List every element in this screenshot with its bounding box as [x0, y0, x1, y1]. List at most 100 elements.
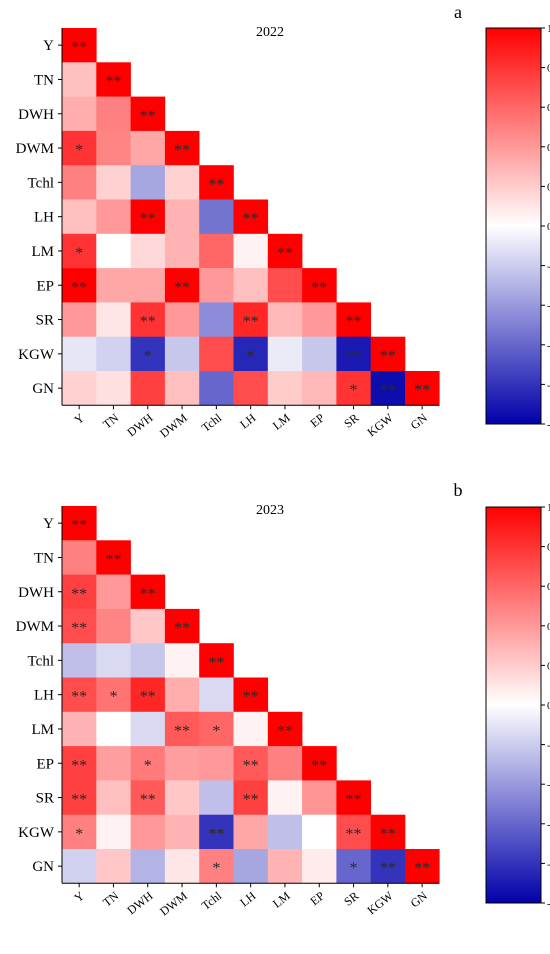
- heatmap-cell-LM-LM: [267, 711, 303, 747]
- panel-a-row-labels: Y TN DWH DWM Tchl LH LM EP SR KGW GN: [16, 38, 55, 397]
- heatmap-cell-LH-Y: [62, 677, 97, 713]
- column-label-Tchl: Tchl: [199, 410, 225, 434]
- heatmap-cell-GN-DWH: [130, 371, 166, 406]
- significance-mark: **: [71, 279, 87, 296]
- colorbar-gradient: [485, 27, 542, 425]
- heatmap-cell-Tchl-DWH: [130, 643, 166, 678]
- heatmap-cell-GN-DWH: [130, 849, 166, 884]
- heatmap-cell-SR-Tchl: [199, 780, 234, 815]
- significance-mark: **: [71, 689, 87, 706]
- row-label-Y: Y: [43, 516, 54, 532]
- heatmap-cell-DWH-DWH: [130, 96, 166, 132]
- column-label-Y: Y: [72, 410, 88, 427]
- heatmap-cell-Tchl-TN: [96, 643, 131, 678]
- heatmap-cell-LM-LH: [233, 711, 269, 747]
- colorbar-tick-label: 1: [547, 23, 550, 35]
- heatmap-cell-KGW-TN: [96, 336, 131, 372]
- heatmap-cell-GN-Y: [62, 371, 97, 406]
- heatmap-cell-LH-LH: [233, 677, 269, 713]
- heatmap-cell-Tchl-Y: [62, 165, 97, 200]
- heatmap-cell-SR-LM: [267, 302, 303, 337]
- column-label-DWM: DWM: [157, 410, 190, 440]
- row-label-GN: GN: [32, 381, 54, 397]
- heatmap-cell-LH-DWM: [164, 677, 200, 713]
- significance-mark: *: [212, 860, 220, 877]
- significance-mark: **: [71, 586, 87, 603]
- heatmap-cell-GN-LH: [233, 371, 269, 406]
- significance-mark: **: [380, 860, 396, 877]
- heatmap-cell-KGW-SR: [336, 336, 371, 372]
- heatmap-cell-SR-TN: [96, 780, 131, 815]
- heatmap-cell-GN-EP: [302, 371, 337, 406]
- significance-mark: **: [346, 314, 362, 331]
- significance-mark: *: [212, 723, 220, 740]
- heatmap-cell-Tchl-TN: [96, 165, 131, 200]
- colorbar-tick-label: 0: [547, 700, 550, 712]
- heatmap-cell-LM-Y: [62, 711, 97, 747]
- row-label-EP: EP: [36, 278, 54, 294]
- row-label-DWH: DWH: [18, 107, 54, 123]
- significance-mark: **: [380, 348, 396, 365]
- colorbar-tick-label: -1: [547, 419, 550, 431]
- significance-mark: **: [174, 279, 190, 296]
- colorbar-tick-label: -0.2: [547, 740, 550, 752]
- heatmap-cell-TN-TN: [96, 540, 131, 575]
- colorbar-tick-label: 0.4: [547, 621, 550, 633]
- colorbar-tick-label: -0.8: [547, 858, 550, 870]
- heatmap-cell-SR-LH: [233, 780, 269, 815]
- significance-mark: *: [350, 382, 358, 399]
- heatmap-cell-DWH-DWH: [130, 574, 166, 610]
- heatmap-cell-KGW-Tchl: [199, 814, 234, 850]
- heatmap-cell-LM-LH: [233, 233, 269, 269]
- significance-mark: **: [380, 826, 396, 843]
- colorbar-tick-label: 0.4: [547, 142, 550, 154]
- significance-mark: **: [174, 723, 190, 740]
- panel-b-cells: ****** **** ****** * ** **** * **** * ** **** ** ** *…: [58, 506, 440, 888]
- colorbar-tick-label: 0.8: [547, 542, 550, 554]
- significance-mark: **: [140, 586, 156, 603]
- heatmap-cell-DWH-TN: [96, 96, 131, 132]
- row-label-DWM: DWM: [16, 619, 54, 635]
- heatmap-cell-EP-EP: [302, 268, 337, 303]
- significance-mark: **: [174, 620, 190, 637]
- significance-mark: **: [208, 826, 224, 843]
- colorbar-tick-label: -0.4: [547, 779, 550, 791]
- heatmap-cell-LM-DWH: [130, 711, 166, 747]
- column-label-LM: LM: [270, 410, 293, 432]
- panel-b-letter: b: [454, 480, 463, 500]
- row-label-EP: EP: [36, 756, 54, 772]
- colorbar-tick-label: 0.6: [547, 102, 550, 114]
- heatmap-cell-SR-SR: [336, 780, 371, 815]
- heatmap-cell-GN-KGW: [370, 371, 406, 406]
- heatmap-cell-DWM-TN: [96, 130, 131, 166]
- colorbar-tick-label: 0.2: [547, 660, 550, 672]
- heatmap-cell-Y-Y: [62, 28, 97, 63]
- significance-mark: **: [243, 757, 259, 774]
- colorbar-tick-label: 0.2: [547, 181, 550, 193]
- heatmap-cell-KGW-LH: [233, 814, 269, 850]
- row-label-GN: GN: [32, 859, 54, 875]
- heatmap-cell-LH-Y: [62, 199, 97, 235]
- significance-mark: *: [75, 245, 83, 262]
- significance-mark: *: [247, 348, 255, 365]
- heatmap-cell-EP-LH: [233, 268, 269, 303]
- row-label-DWH: DWH: [18, 585, 54, 601]
- column-label-GN: GN: [408, 410, 431, 432]
- heatmap-cell-GN-SR: [336, 371, 371, 406]
- heatmap-cell-Tchl-Y: [62, 643, 97, 678]
- panel-a-heatmap: 2022 a ******* ****** *** **** ** **** ** *** * *…: [16, 2, 550, 441]
- significance-mark: **: [346, 792, 362, 809]
- significance-mark: **: [105, 73, 121, 90]
- significance-mark: **: [311, 279, 327, 296]
- heatmap-cell-GN-Y: [62, 849, 97, 884]
- row-label-LM: LM: [32, 244, 55, 260]
- colorbar-tick-label: -0.2: [547, 261, 550, 273]
- heatmap-cell-KGW-DWH: [130, 814, 166, 850]
- heatmap-cell-KGW-Y: [62, 814, 97, 850]
- colorbar-tick-label: -0.6: [547, 340, 550, 352]
- heatmap-cell-DWM-DWH: [130, 130, 166, 166]
- heatmap-cell-EP-LM: [267, 746, 303, 781]
- panel-a-cells: ******* ****** *** **** ** **** ** *** * ** *** ** *…: [58, 28, 440, 410]
- heatmap-cell-KGW-SR: [336, 814, 371, 850]
- colorbar-tick-label: 1: [547, 502, 550, 514]
